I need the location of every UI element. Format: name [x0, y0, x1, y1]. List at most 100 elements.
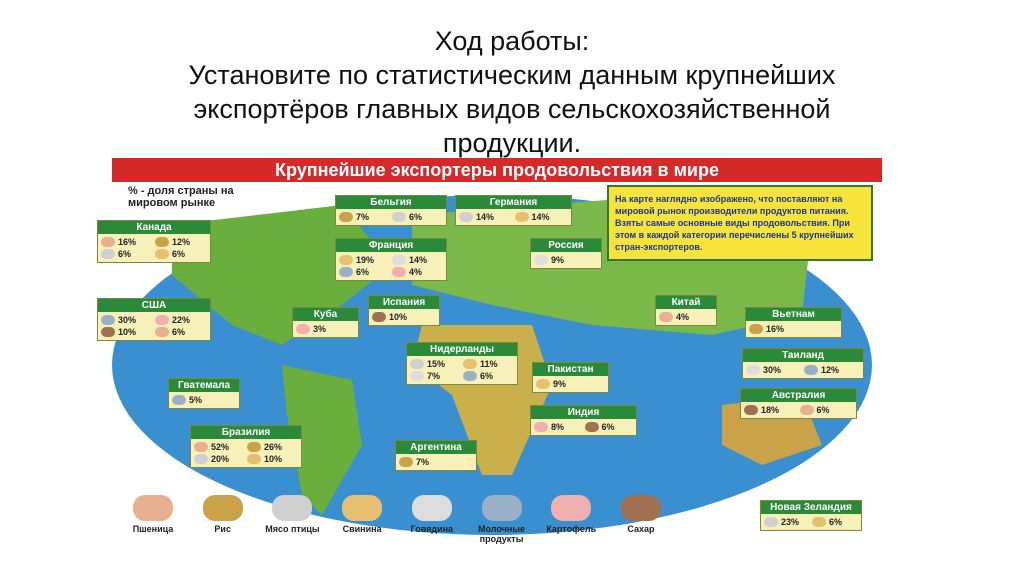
value-item: 26%: [246, 441, 299, 453]
country-name: Франция: [336, 239, 446, 252]
country-values: 15% 11% 7% 6%: [407, 356, 517, 384]
product-icon: [101, 327, 115, 337]
legend-icon: [272, 495, 313, 521]
value-item: 6%: [799, 404, 855, 416]
legend-icon: [342, 495, 383, 521]
country-values: 30% 12%: [743, 362, 863, 378]
value-item: 52%: [193, 441, 246, 453]
share-value: 12%: [821, 365, 840, 375]
value-item: 30%: [745, 364, 803, 376]
share-value: 16%: [118, 237, 137, 247]
country-values: 30% 22% 10% 6%: [98, 312, 210, 340]
share-value: 30%: [763, 365, 782, 375]
value-item: 16%: [748, 323, 839, 335]
country-name: Германия: [456, 196, 571, 209]
value-item: 19%: [338, 254, 391, 266]
product-icon: [459, 212, 473, 222]
value-item: 6%: [811, 516, 859, 528]
value-item: 7%: [398, 456, 474, 468]
value-item: 4%: [391, 266, 444, 278]
value-item: 6%: [391, 211, 444, 223]
value-item: 18%: [743, 404, 799, 416]
country-box: Китай 4%: [655, 295, 717, 326]
value-item: 4%: [658, 311, 714, 323]
value-item: 6%: [462, 370, 515, 382]
info-note: На карте наглядно изображено, что постав…: [607, 185, 873, 261]
share-value: 6%: [409, 212, 423, 222]
share-value: 9%: [551, 255, 565, 265]
country-name: Таиланд: [743, 349, 863, 362]
product-icon: [339, 255, 353, 265]
country-box: Аргентина 7%: [395, 440, 477, 471]
share-note: % - доля страны на мировом рынке: [128, 185, 234, 209]
product-icon: [410, 371, 424, 381]
share-value: 23%: [781, 517, 800, 527]
country-name: Канада: [98, 221, 210, 234]
value-item: 11%: [462, 358, 515, 370]
share-value: 30%: [118, 315, 137, 325]
legend-icon: [551, 495, 592, 521]
value-item: 6%: [100, 248, 154, 260]
share-value: 5%: [189, 395, 203, 405]
legend-item: Молочные продукты: [471, 495, 533, 544]
value-item: 10%: [246, 453, 299, 465]
share-value: 8%: [551, 422, 565, 432]
country-name: Пакистан: [533, 363, 608, 376]
product-icon: [392, 267, 406, 277]
value-item: 6%: [584, 421, 635, 433]
country-values: 7% 6%: [336, 209, 446, 225]
legend-label: Молочные продукты: [478, 524, 526, 544]
legend-item: Сахар: [610, 495, 672, 544]
value-item: 8%: [533, 421, 584, 433]
value-item: 23%: [763, 516, 811, 528]
legend-icon: [133, 495, 173, 521]
product-icon: [155, 327, 169, 337]
legend-label: Мясо птицы: [265, 524, 320, 534]
product-icon: [339, 212, 353, 222]
country-box: Германия 14% 14%: [455, 195, 572, 226]
country-name: Китай: [656, 296, 716, 309]
product-icon: [101, 237, 115, 247]
value-item: 6%: [154, 248, 208, 260]
legend-label: Пшеница: [132, 524, 174, 534]
country-name: Нидерланды: [407, 343, 517, 356]
country-name: США: [98, 299, 210, 312]
product-icon: [172, 395, 186, 405]
product-icon: [659, 312, 673, 322]
legend-item: Свинина: [331, 495, 393, 544]
country-box: Таиланд 30% 12%: [742, 348, 864, 379]
share-value: 6%: [172, 327, 186, 337]
product-icon: [744, 405, 758, 415]
value-item: 14%: [514, 211, 570, 223]
product-icon: [749, 324, 763, 334]
value-item: 16%: [100, 236, 154, 248]
country-values: 9%: [533, 376, 608, 392]
value-item: 7%: [409, 370, 462, 382]
share-value: 20%: [211, 454, 230, 464]
share-value: 26%: [264, 442, 283, 452]
legend-item: Рис: [192, 495, 254, 544]
product-icon: [155, 237, 169, 247]
share-value: 6%: [356, 267, 370, 277]
country-box: Новая Зеландия 23% 6%: [760, 500, 862, 531]
country-values: 8% 6%: [531, 419, 636, 435]
legend: Пшеница Рис Мясо птицы Свинина Говядина Молоч…: [122, 495, 672, 544]
share-value: 52%: [211, 442, 230, 452]
legend-label: Свинина: [342, 524, 382, 534]
share-value: 14%: [476, 212, 495, 222]
country-name: Бразилия: [191, 426, 301, 439]
product-icon: [463, 371, 477, 381]
legend-icon: [620, 495, 661, 521]
product-icon: [155, 249, 169, 259]
slide-title: Ход работы:: [434, 26, 590, 56]
value-item: 10%: [371, 311, 437, 323]
share-value: 3%: [313, 324, 327, 334]
country-values: 5%: [169, 392, 239, 408]
value-item: 9%: [533, 254, 599, 266]
country-values: 9%: [531, 252, 601, 268]
product-icon: [584, 422, 599, 432]
product-icon: [534, 255, 548, 265]
share-value: 7%: [356, 212, 370, 222]
product-icon: [101, 315, 115, 325]
country-box: Бельгия 7% 6%: [335, 195, 447, 226]
